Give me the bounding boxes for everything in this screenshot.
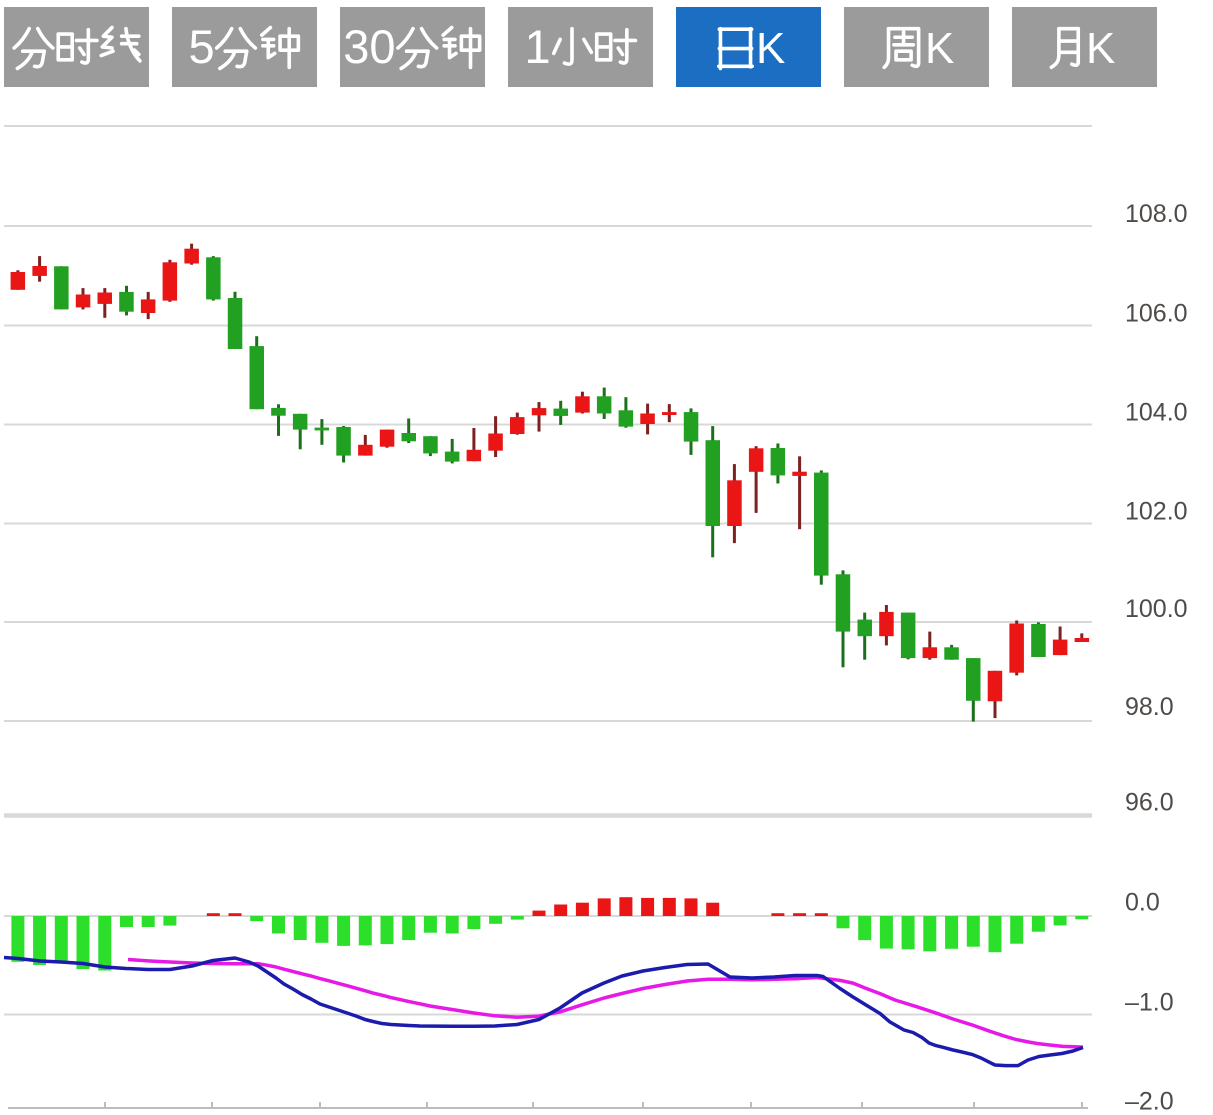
svg-text:–2.0: –2.0 — [1125, 1088, 1174, 1115]
svg-text:104.0: 104.0 — [1125, 399, 1188, 427]
svg-text:106.0: 106.0 — [1125, 300, 1188, 328]
svg-text:–1.0: –1.0 — [1125, 989, 1174, 1017]
svg-text:5: 5 — [189, 20, 215, 73]
svg-text:96.0: 96.0 — [1125, 789, 1174, 817]
svg-text:K: K — [925, 24, 954, 73]
svg-text:1: 1 — [525, 20, 551, 73]
svg-text:K: K — [1086, 24, 1115, 73]
svg-text:0.0: 0.0 — [1125, 888, 1160, 916]
svg-text:98.0: 98.0 — [1125, 693, 1174, 721]
svg-text:108.0: 108.0 — [1125, 200, 1188, 228]
svg-text:K: K — [756, 24, 785, 73]
svg-text:100.0: 100.0 — [1125, 595, 1188, 623]
svg-text:102.0: 102.0 — [1125, 498, 1188, 526]
svg-text:30: 30 — [343, 20, 395, 73]
